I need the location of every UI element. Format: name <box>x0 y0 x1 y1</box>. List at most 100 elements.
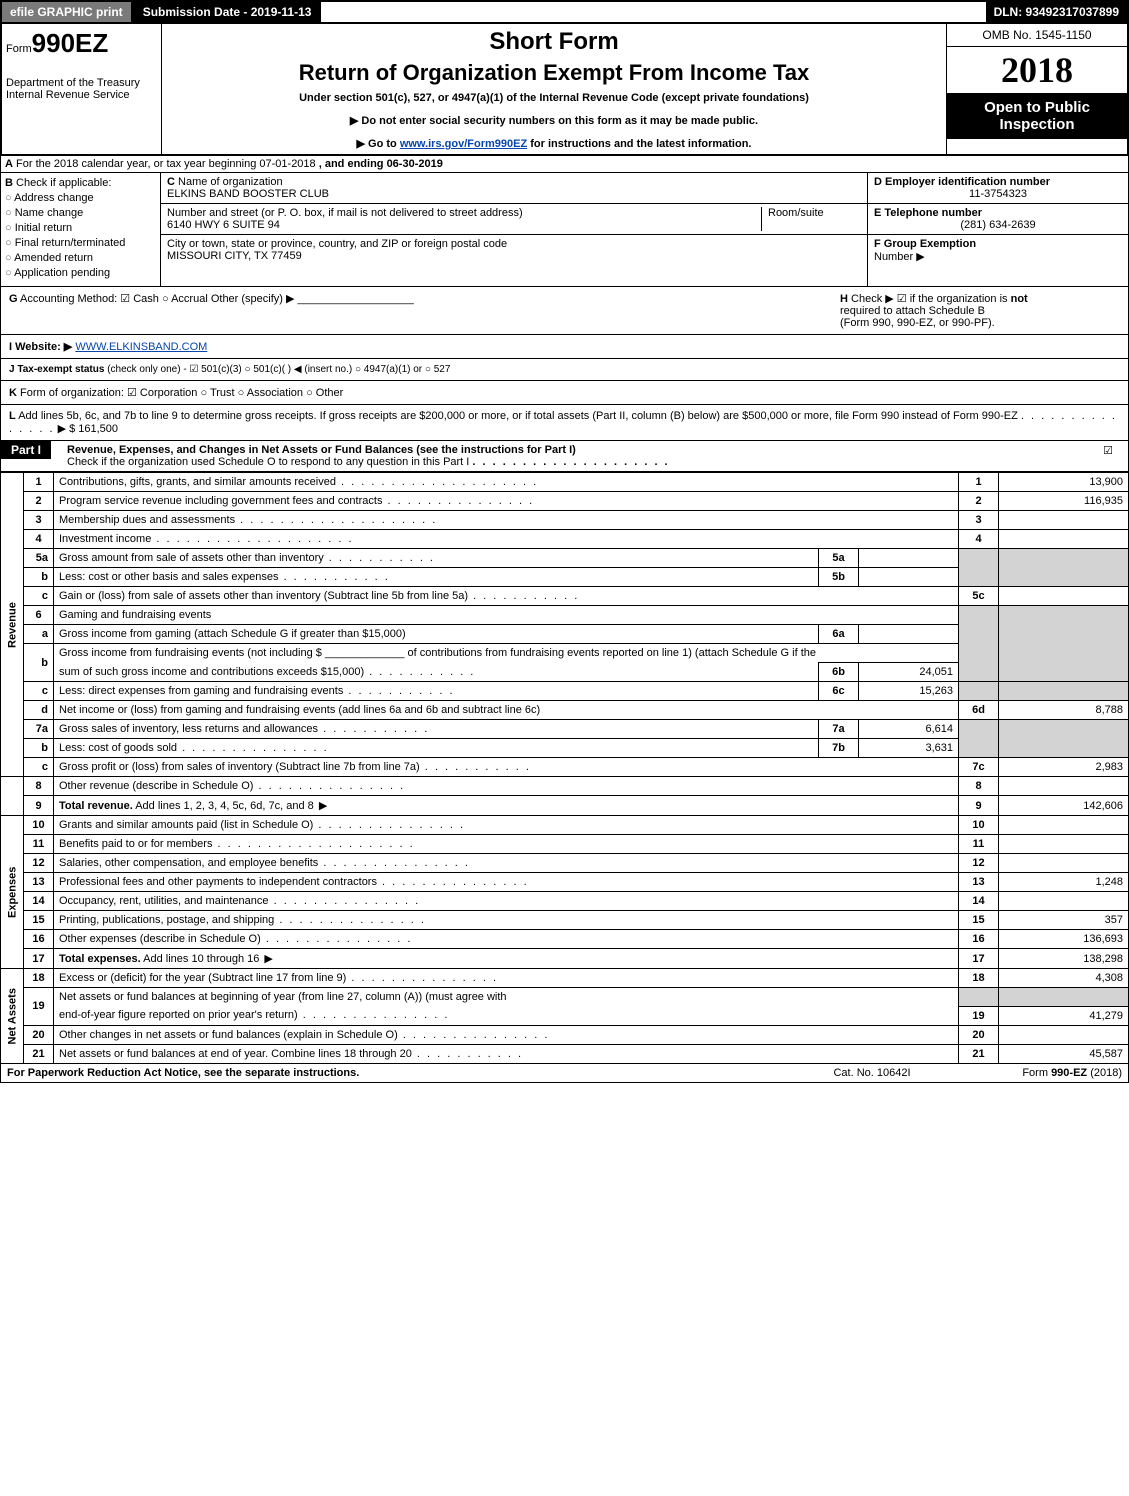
label-i: I Website: ▶ <box>9 341 72 353</box>
block-b: B Check if applicable: Address change Na… <box>0 173 1129 287</box>
col-b-mid: C Name of organization ELKINS BAND BOOST… <box>161 173 868 286</box>
other-option[interactable]: Other (specify) ▶ <box>211 293 295 305</box>
part1-checkbox[interactable]: ☑ <box>1088 441 1128 471</box>
h-text3: (Form 990, 990-EZ, or 990-PF). <box>840 317 995 329</box>
org-name: ELKINS BAND BOOSTER CLUB <box>167 188 329 200</box>
tax-year: 2018 <box>947 47 1127 93</box>
line-7c: c Gross profit or (loss) from sales of i… <box>1 758 1129 777</box>
l-text: Add lines 5b, 6c, and 7b to line 9 to de… <box>18 410 1018 422</box>
part1-title: Revenue, Expenses, and Changes in Net As… <box>67 444 576 456</box>
open-public-badge: Open to Public Inspection <box>947 93 1127 139</box>
row-g: G Accounting Method: ☑ Cash ○ Accrual Ot… <box>0 287 1129 335</box>
lines-table: Revenue 1 Contributions, gifts, grants, … <box>0 472 1129 1064</box>
line-11: 11 Benefits paid to or for members 11 <box>1 835 1129 854</box>
h-text2: required to attach Schedule B <box>840 305 985 317</box>
city-label: City or town, state or province, country… <box>167 238 507 250</box>
line-19b: end-of-year figure reported on prior yea… <box>1 1006 1129 1025</box>
row-l: L Add lines 5b, 6c, and 7b to line 9 to … <box>0 405 1129 441</box>
line-5a: 5a Gross amount from sale of assets othe… <box>1 549 1129 568</box>
group-exemption-number-label: Number <box>874 251 913 263</box>
line-10: Expenses 10 Grants and similar amounts p… <box>1 816 1129 835</box>
header-mid: Short Form Return of Organization Exempt… <box>162 24 947 154</box>
part1-label: Part I <box>1 441 51 459</box>
part1-check-text: Check if the organization used Schedule … <box>67 456 469 468</box>
line-19: 19 Net assets or fund balances at beginn… <box>1 988 1129 1007</box>
addr-value: 6140 HWY 6 SUITE 94 <box>167 219 280 231</box>
row-i: I Website: ▶ WWW.ELKINSBAND.COM <box>0 335 1129 359</box>
header-block: Form990EZ Department of the Treasury Int… <box>0 24 1129 156</box>
label-c: C <box>167 176 175 188</box>
cb-final-return[interactable]: Final return/terminated <box>5 237 156 249</box>
line-9: 9 Total revenue. Add lines 1, 2, 3, 4, 5… <box>1 796 1129 816</box>
line-12: 12 Salaries, other compensation, and emp… <box>1 854 1129 873</box>
footer-left: For Paperwork Reduction Act Notice, see … <box>7 1067 782 1079</box>
ein-value: 11-3754323 <box>874 188 1122 200</box>
line-20: 20 Other changes in net assets or fund b… <box>1 1025 1129 1044</box>
top-bar: efile GRAPHIC print Submission Date - 20… <box>0 0 1129 24</box>
note-goto: Go to www.irs.gov/Form990EZ for instruct… <box>170 137 938 150</box>
cb-application-pending[interactable]: Application pending <box>5 267 156 279</box>
line-14: 14 Occupancy, rent, utilities, and maint… <box>1 892 1129 911</box>
label-k: K <box>9 387 17 399</box>
submission-date: Submission Date - 2019-11-13 <box>133 2 322 22</box>
line-21: 21 Net assets or fund balances at end of… <box>1 1044 1129 1063</box>
header-left: Form990EZ Department of the Treasury Int… <box>2 24 162 154</box>
ein-label: D Employer identification number <box>874 176 1050 188</box>
line-13: 13 Professional fees and other payments … <box>1 873 1129 892</box>
short-form-title: Short Form <box>170 28 938 56</box>
line-8: 8 Other revenue (describe in Schedule O)… <box>1 777 1129 796</box>
h-check: Check ▶ <box>851 293 894 305</box>
return-title: Return of Organization Exempt From Incom… <box>170 60 938 86</box>
label-j: J Tax-exempt status <box>9 364 104 375</box>
check-if-label: Check if applicable: <box>16 177 111 189</box>
col-b-left: B Check if applicable: Address change Na… <box>1 173 161 286</box>
revenue-side-label: Revenue <box>1 473 24 777</box>
cb-address-change[interactable]: Address change <box>5 192 156 204</box>
group-exemption-cell: F Group Exemption Number ▶ <box>868 235 1128 266</box>
note-ssn: Do not enter social security numbers on … <box>170 114 938 127</box>
accrual-option[interactable]: Accrual <box>171 293 208 305</box>
row-j: J Tax-exempt status (check only one) - ☑… <box>0 359 1129 381</box>
line-7a: 7a Gross sales of inventory, less return… <box>1 720 1129 739</box>
omb-number: OMB No. 1545-1150 <box>947 24 1127 47</box>
cash-option[interactable]: Cash <box>133 293 159 305</box>
h-text1: if the organization is <box>910 293 1008 305</box>
label-l: L <box>9 410 16 422</box>
line-4: 4 Investment income 4 <box>1 530 1129 549</box>
city-value: MISSOURI CITY, TX 77459 <box>167 250 302 262</box>
footer-cat-no: Cat. No. 10642I <box>782 1067 962 1079</box>
cb-initial-return[interactable]: Initial return <box>5 222 156 234</box>
irs-link[interactable]: www.irs.gov/Form990EZ <box>400 138 527 150</box>
room-label: Room/suite <box>768 207 824 219</box>
label-a: A <box>5 158 13 170</box>
group-exemption-arrow: ▶ <box>916 251 924 263</box>
footer: For Paperwork Reduction Act Notice, see … <box>0 1064 1129 1083</box>
goto-prefix: Go to <box>368 138 400 150</box>
footer-form-ref: Form 990-EZ (2018) <box>962 1067 1122 1079</box>
goto-suffix: for instructions and the latest informat… <box>527 138 751 150</box>
section-a-ending: , and ending 06-30-2019 <box>319 158 443 170</box>
irs-label: Internal Revenue Service <box>6 89 157 101</box>
phone-label: E Telephone number <box>874 207 982 219</box>
efile-print-button[interactable]: efile GRAPHIC print <box>2 2 133 22</box>
top-spacer <box>321 2 985 22</box>
form-number: 990EZ <box>32 28 109 58</box>
netassets-side-label: Net Assets <box>1 969 24 1064</box>
section-a-text: For the 2018 calendar year, or tax year … <box>16 158 316 170</box>
line-2: 2 Program service revenue including gove… <box>1 492 1129 511</box>
line-1: Revenue 1 Contributions, gifts, grants, … <box>1 473 1129 492</box>
under-section: Under section 501(c), 527, or 4947(a)(1)… <box>170 92 938 104</box>
dln-number: DLN: 93492317037899 <box>986 2 1127 22</box>
cb-name-change[interactable]: Name change <box>5 207 156 219</box>
cb-amended-return[interactable]: Amended return <box>5 252 156 264</box>
group-exemption-label: F Group Exemption <box>874 238 976 250</box>
website-link[interactable]: WWW.ELKINSBAND.COM <box>75 341 207 353</box>
line-17: 17 Total expenses. Add lines 10 through … <box>1 949 1129 969</box>
section-a: A For the 2018 calendar year, or tax yea… <box>0 156 1129 173</box>
addr-box: Number and street (or P. O. box, if mail… <box>161 204 867 235</box>
expenses-side-label: Expenses <box>1 816 24 969</box>
label-b: B <box>5 177 13 189</box>
label-h: H <box>840 293 848 305</box>
ein-cell: D Employer identification number 11-3754… <box>868 173 1128 204</box>
part1-header: Part I Revenue, Expenses, and Changes in… <box>0 441 1129 472</box>
